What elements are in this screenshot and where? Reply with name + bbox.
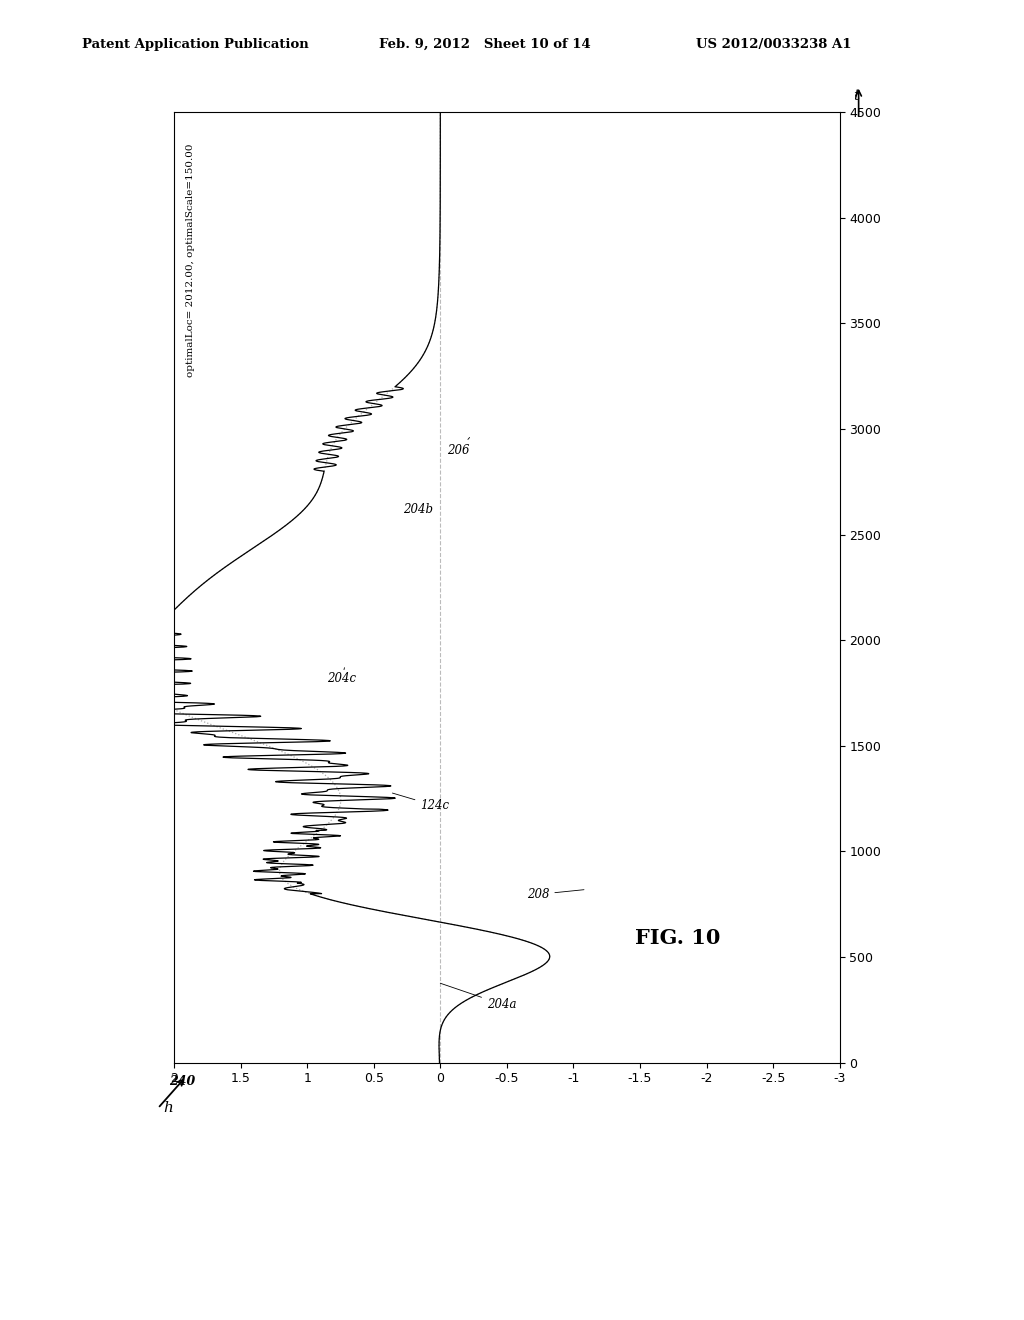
Text: 208: 208 <box>527 888 584 900</box>
Text: 240: 240 <box>169 1074 196 1088</box>
Text: h: h <box>164 1101 173 1114</box>
Text: 124c: 124c <box>392 793 450 812</box>
Text: US 2012/0033238 A1: US 2012/0033238 A1 <box>696 37 852 50</box>
Text: Feb. 9, 2012   Sheet 10 of 14: Feb. 9, 2012 Sheet 10 of 14 <box>379 37 591 50</box>
Text: 204c: 204c <box>328 668 356 685</box>
Text: optimalLoc= 2012.00, optimalScale=150.00: optimalLoc= 2012.00, optimalScale=150.00 <box>185 144 195 378</box>
Text: Patent Application Publication: Patent Application Publication <box>82 37 308 50</box>
Text: t: t <box>853 90 859 103</box>
Text: 204b: 204b <box>403 503 433 516</box>
Text: 204a: 204a <box>440 983 516 1011</box>
Text: FIG. 10: FIG. 10 <box>635 928 720 948</box>
Text: 206: 206 <box>447 437 470 457</box>
